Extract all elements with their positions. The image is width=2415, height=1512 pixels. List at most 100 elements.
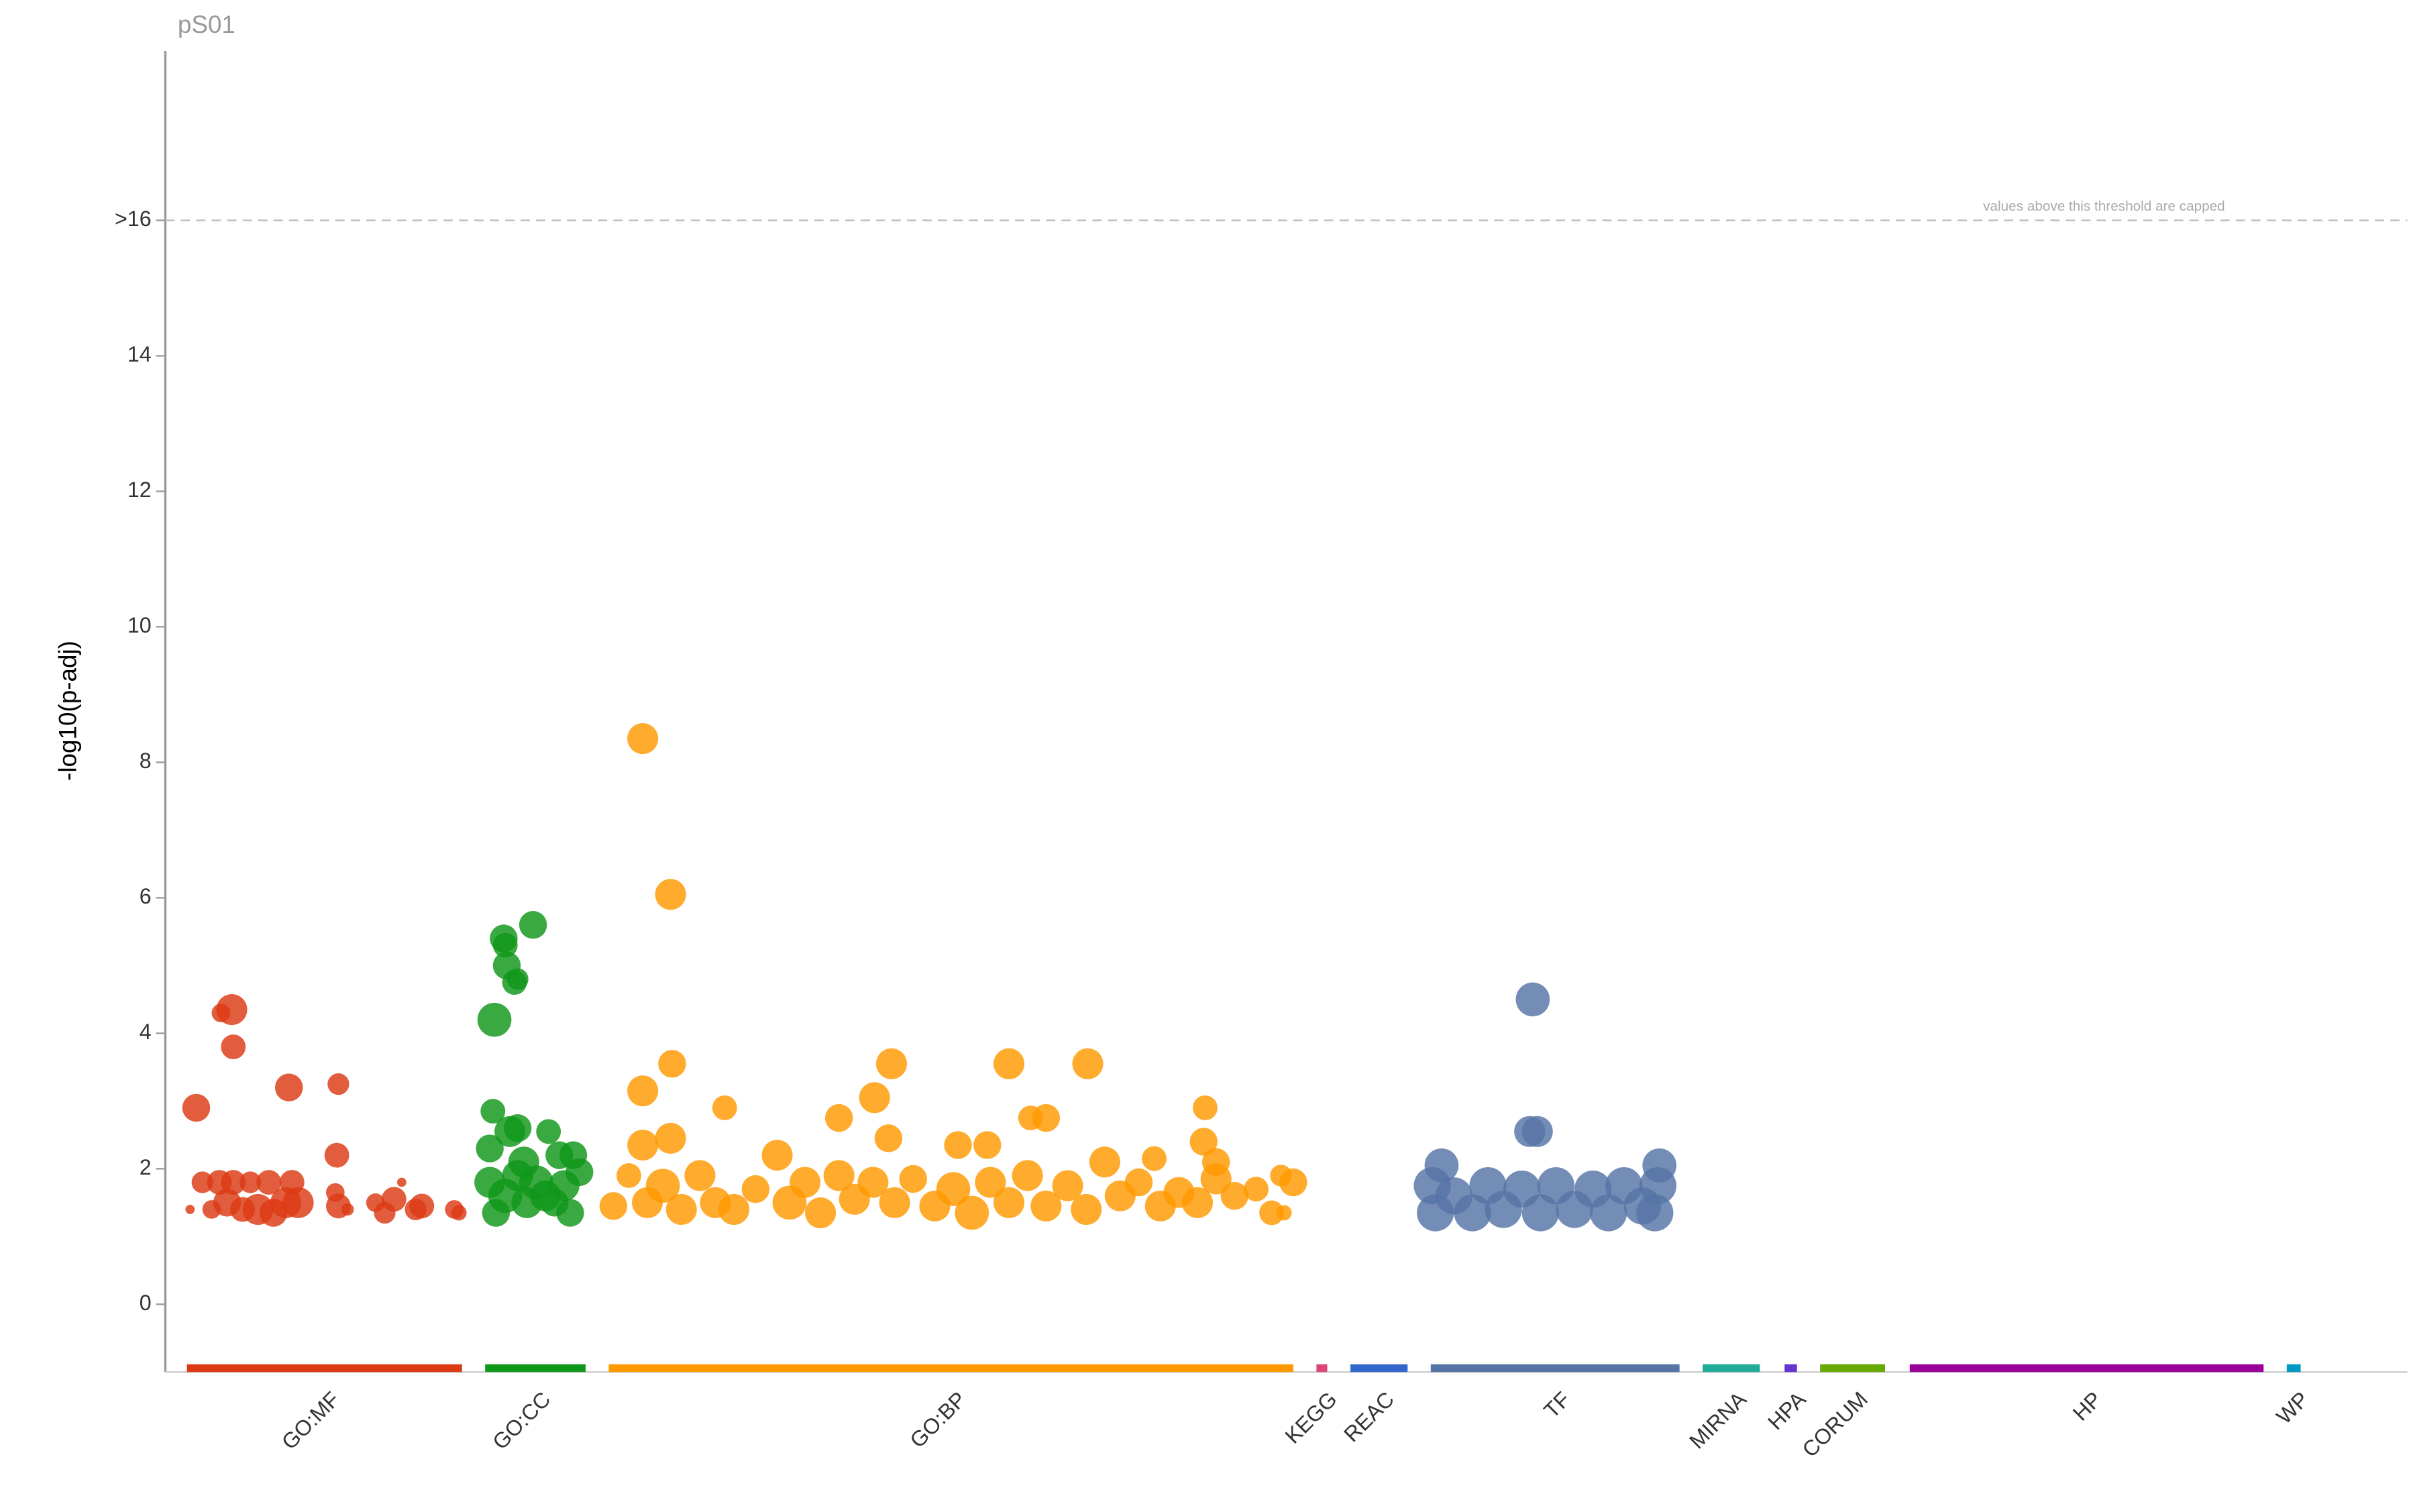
point <box>874 1124 903 1152</box>
point <box>712 1095 737 1120</box>
y-tick-label: 2 <box>140 1155 152 1179</box>
point <box>1181 1187 1214 1218</box>
point <box>684 1160 716 1191</box>
x-tick-label: REAC <box>1339 1387 1399 1447</box>
point <box>1515 982 1550 1017</box>
point <box>492 932 518 958</box>
source-bar <box>1784 1364 1797 1372</box>
point <box>396 1177 407 1187</box>
point <box>182 1093 211 1122</box>
x-tick-label: TF <box>1539 1387 1574 1423</box>
point <box>519 911 547 939</box>
y-tick-label: >16 <box>115 207 152 231</box>
point <box>627 1129 659 1161</box>
point <box>761 1140 793 1171</box>
point <box>216 993 248 1026</box>
point <box>1521 1194 1559 1232</box>
point <box>1189 1128 1218 1156</box>
point <box>823 1160 855 1191</box>
point <box>993 1187 1025 1218</box>
point <box>221 1034 246 1059</box>
point <box>565 1158 594 1187</box>
point <box>256 1170 282 1195</box>
source-bar <box>1350 1364 1408 1372</box>
point <box>1030 1190 1062 1222</box>
point <box>1052 1170 1083 1201</box>
point <box>191 1171 213 1193</box>
point <box>1636 1194 1674 1232</box>
point <box>665 1193 697 1225</box>
point <box>185 1205 195 1214</box>
point <box>341 1203 354 1216</box>
point <box>789 1167 821 1198</box>
point <box>1124 1168 1153 1197</box>
source-bar <box>485 1364 586 1372</box>
point <box>327 1073 350 1095</box>
point <box>741 1175 770 1203</box>
point <box>1072 1048 1104 1079</box>
source-bar <box>608 1364 1293 1372</box>
point <box>282 1187 314 1218</box>
y-tick-label: 10 <box>127 613 152 637</box>
y-tick-label: 12 <box>127 478 152 502</box>
point <box>476 1134 504 1163</box>
point <box>1193 1095 1218 1120</box>
point <box>645 1169 680 1203</box>
x-tick-label: GO:MF <box>277 1387 344 1454</box>
point <box>599 1192 628 1220</box>
point <box>1220 1182 1249 1210</box>
y-tick-label: 4 <box>140 1020 152 1044</box>
point <box>805 1197 837 1229</box>
point <box>627 723 659 755</box>
point <box>556 1199 584 1227</box>
point <box>1276 1205 1292 1221</box>
point <box>1071 1193 1102 1225</box>
y-tick-label: 0 <box>140 1291 152 1315</box>
point <box>503 1114 532 1142</box>
point <box>381 1187 407 1212</box>
point <box>875 1048 908 1079</box>
x-tick-label: CORUM <box>1797 1387 1872 1462</box>
point <box>857 1167 889 1198</box>
y-tick-label: 6 <box>140 884 152 908</box>
point <box>502 970 527 995</box>
x-tick-label: WP <box>2271 1387 2313 1429</box>
point <box>658 1050 686 1078</box>
x-tick-label: GO:CC <box>488 1387 555 1454</box>
point <box>1089 1146 1120 1178</box>
point <box>1200 1163 1232 1195</box>
point <box>655 879 686 910</box>
point <box>536 1119 561 1144</box>
point <box>1032 1103 1061 1132</box>
point <box>655 1122 686 1154</box>
x-tick-label: MIRNA <box>1684 1387 1751 1453</box>
point <box>859 1082 890 1114</box>
point <box>409 1193 435 1219</box>
point <box>1454 1194 1491 1232</box>
source-bar <box>1430 1364 1680 1372</box>
x-tick-label: KEGG <box>1281 1387 1342 1448</box>
point <box>477 1002 512 1037</box>
point <box>1279 1168 1307 1197</box>
point <box>975 1167 1006 1198</box>
point <box>239 1171 262 1193</box>
point <box>1639 1167 1677 1205</box>
point <box>1244 1177 1269 1202</box>
y-axis-label: -log10(p-adj) <box>54 641 81 781</box>
point <box>973 1131 1002 1159</box>
x-tick-label: HP <box>2068 1387 2106 1425</box>
point <box>899 1165 927 1193</box>
point <box>1259 1200 1285 1226</box>
point <box>993 1048 1025 1079</box>
threshold-annotation: values above this threshold are capped <box>1983 199 2225 214</box>
point <box>274 1073 303 1101</box>
point <box>221 1170 246 1195</box>
point <box>1521 1116 1553 1147</box>
point <box>944 1131 972 1159</box>
source-bar <box>186 1364 462 1372</box>
point <box>879 1187 910 1218</box>
point <box>451 1205 467 1221</box>
chart-title: pS01 <box>178 11 235 38</box>
point <box>1590 1194 1627 1232</box>
point <box>480 1099 506 1124</box>
